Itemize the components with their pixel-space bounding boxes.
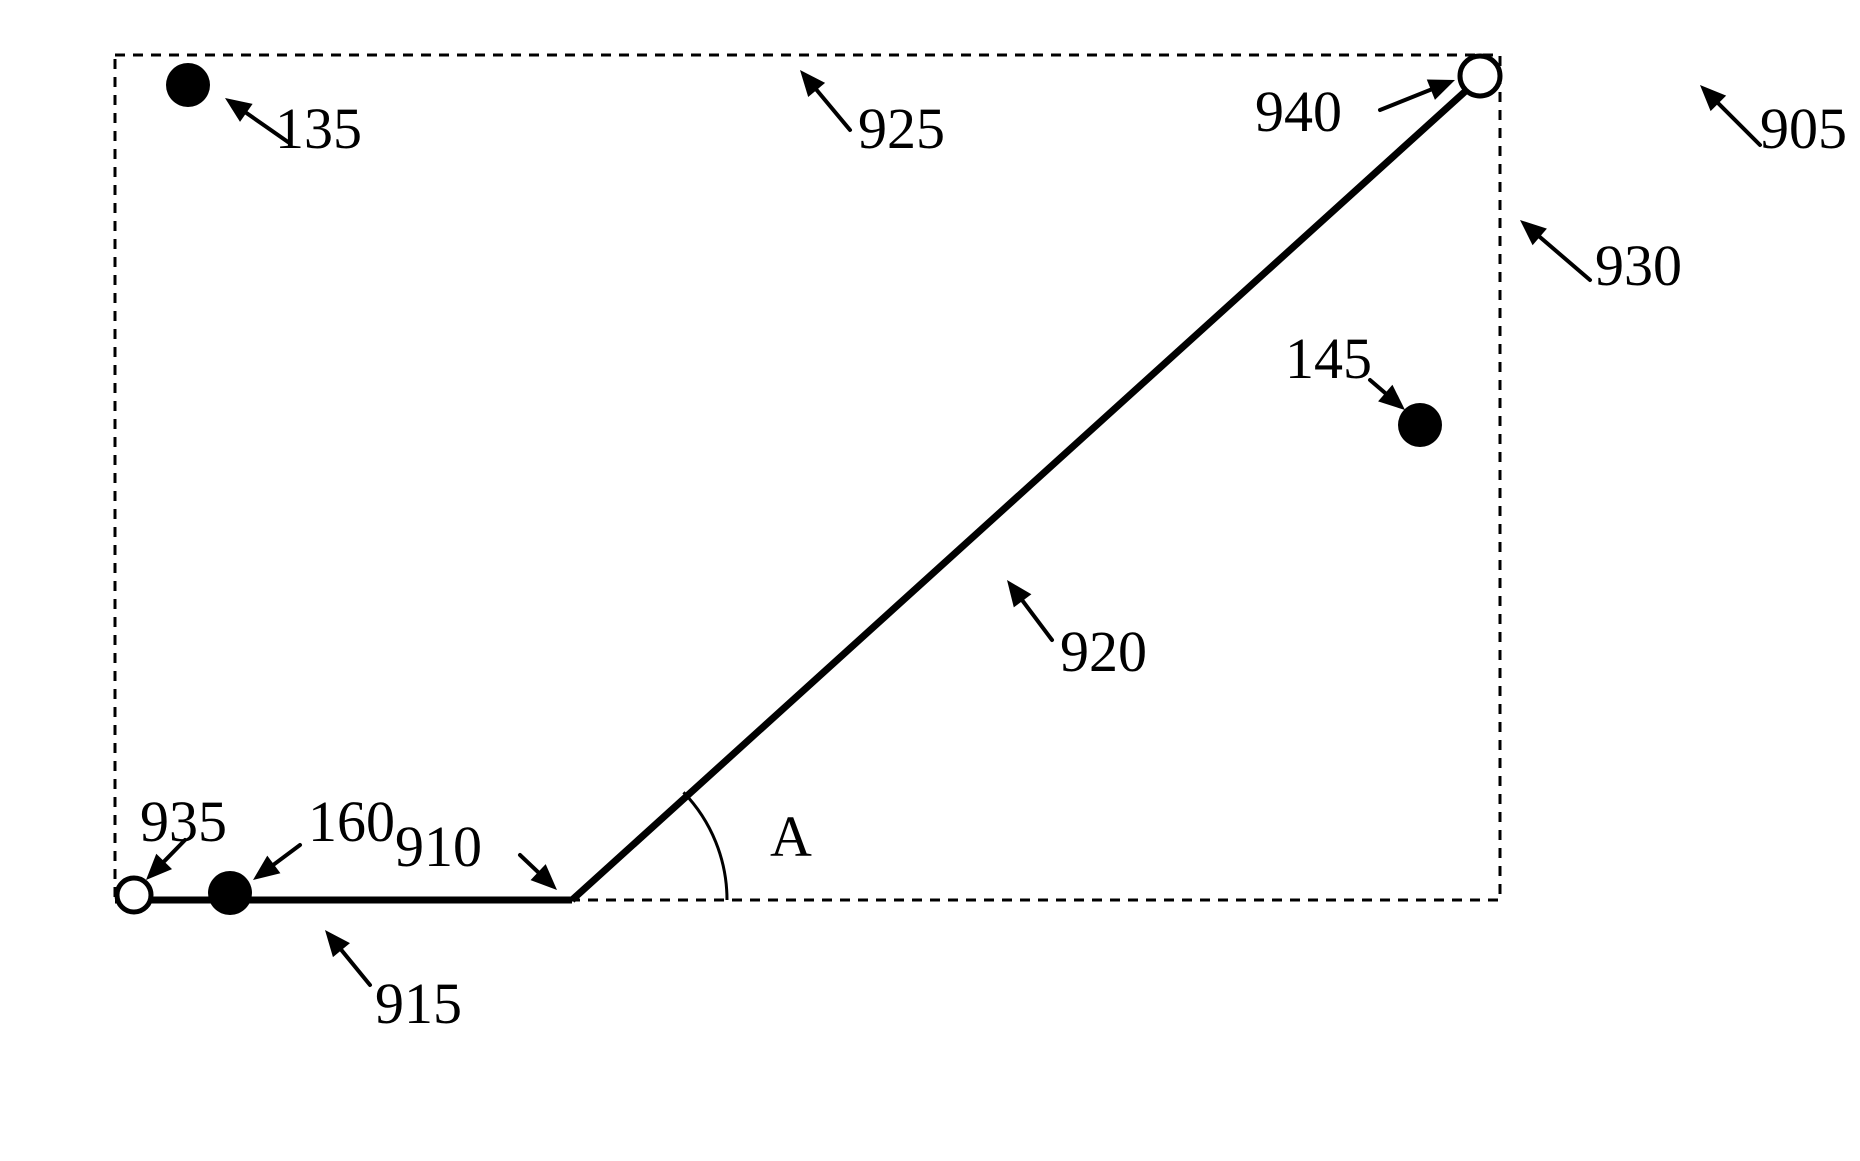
lbl-920: 920 [1060, 618, 1147, 685]
dot-935 [117, 878, 151, 912]
angle-arc-A [683, 792, 727, 900]
line-920 [572, 78, 1480, 900]
dot-160 [208, 871, 252, 915]
dot-940 [1460, 56, 1500, 96]
arr-135-head [225, 98, 253, 122]
lbl-A: A [770, 803, 812, 870]
lbl-940: 940 [1255, 78, 1342, 145]
lbl-905: 905 [1760, 95, 1847, 162]
lbl-915: 915 [375, 970, 462, 1037]
arr-940-head [1427, 79, 1455, 99]
lbl-930: 930 [1595, 232, 1682, 299]
dot-145 [1398, 403, 1442, 447]
lbl-145: 145 [1285, 325, 1372, 392]
lbl-925: 925 [858, 95, 945, 162]
arr-920-head [1007, 580, 1031, 607]
dot-135 [166, 63, 210, 107]
arr-930-shaft [1532, 230, 1590, 280]
lbl-910: 910 [395, 813, 482, 880]
lbl-160: 160 [308, 788, 395, 855]
diagram-svg [0, 0, 1860, 1161]
diagram-stage: 135 925 940 905 930 145 920 A 935 160910 915 [0, 0, 1860, 1161]
lbl-135: 135 [275, 95, 362, 162]
arr-160-head [253, 856, 280, 880]
bounding-rect [115, 55, 1500, 900]
lbl-935: 935 [140, 788, 227, 855]
